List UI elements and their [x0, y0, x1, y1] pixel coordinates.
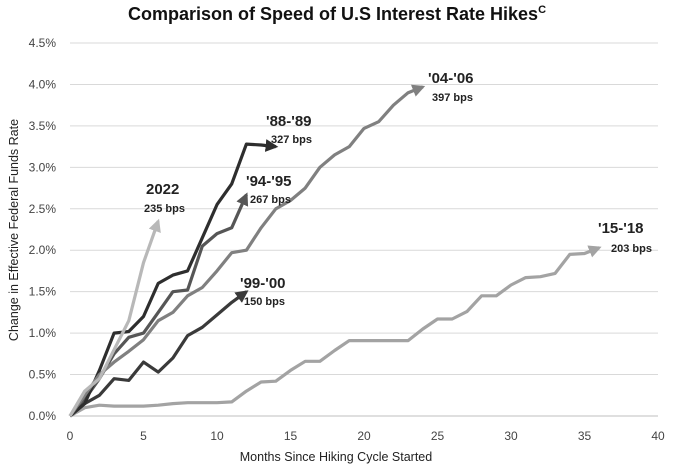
series-name-label: '94-'95 [246, 173, 292, 190]
y-tick-label: 1.5% [29, 285, 57, 299]
x-tick-label: 10 [210, 429, 224, 443]
x-tick-label: 15 [284, 429, 298, 443]
y-tick-label: 0.0% [29, 409, 57, 423]
chart-title-superscript: C [538, 4, 546, 16]
series-bps-label: 203 bps [611, 243, 652, 255]
series-bps-label: 235 bps [144, 203, 185, 215]
series-bps-label: 397 bps [432, 92, 473, 104]
series-name-label: 2022 [146, 181, 179, 198]
x-tick-label: 20 [357, 429, 371, 443]
y-axis-ticks: 0.0% 0.5% 1.0% 1.5% 2.0% 2.5% 3.0% 3.5% 4.0% 4.5% [29, 36, 57, 423]
x-tick-label: 5 [140, 429, 147, 443]
x-tick-label: 0 [67, 429, 74, 443]
x-tick-label: 35 [578, 429, 592, 443]
x-tick-label: 25 [431, 429, 445, 443]
series-bps-label: 327 bps [271, 134, 312, 146]
y-tick-label: 4.5% [29, 36, 57, 50]
series-bps-label: 150 bps [244, 296, 285, 308]
series-bps-label: 267 bps [250, 194, 291, 206]
x-tick-label: 40 [651, 429, 665, 443]
series-name-label: '04-'06 [428, 70, 474, 87]
series-name-label: '88-'89 [266, 113, 312, 130]
y-tick-label: 0.5% [29, 368, 57, 382]
y-tick-label: 3.5% [29, 119, 57, 133]
series-name-label: '15-'18 [598, 220, 644, 237]
series-name-label: '99-'00 [240, 275, 286, 292]
y-tick-label: 3.0% [29, 160, 57, 174]
series-line-0406 [70, 87, 423, 416]
y-tick-label: 2.5% [29, 202, 57, 216]
y-tick-label: 1.0% [29, 326, 57, 340]
y-axis-label: Change in Effective Federal Funds Rate [7, 119, 21, 341]
chart-title-text: Comparison of Speed of U.S Interest Rate… [128, 4, 538, 24]
x-axis-ticks: 0 5 10 15 20 25 30 35 40 [67, 429, 665, 443]
y-tick-label: 2.0% [29, 243, 57, 257]
series-labels: '15-'18 203 bps '99-'00 150 bps '94-'95 267 b… [144, 70, 652, 308]
rate-hike-comparison-chart: Comparison of Speed of U.S Interest Rate… [0, 0, 675, 473]
series-lines [70, 87, 599, 416]
y-tick-label: 4.0% [29, 77, 57, 91]
x-axis-label: Months Since Hiking Cycle Started [240, 450, 432, 464]
x-tick-label: 30 [504, 429, 518, 443]
chart-title: Comparison of Speed of U.S Interest Rate… [128, 4, 546, 24]
